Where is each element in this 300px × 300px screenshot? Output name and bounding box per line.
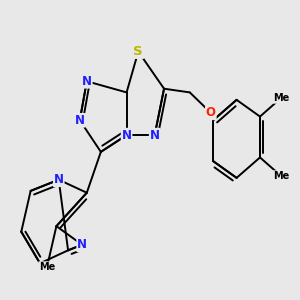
Text: Me: Me bbox=[273, 171, 289, 181]
Text: N: N bbox=[75, 114, 85, 127]
Text: Me: Me bbox=[39, 262, 55, 272]
Text: N: N bbox=[150, 129, 160, 142]
Text: S: S bbox=[134, 45, 143, 58]
Text: N: N bbox=[54, 173, 64, 186]
Text: Me: Me bbox=[273, 93, 289, 103]
Text: N: N bbox=[82, 75, 92, 88]
Text: N: N bbox=[122, 129, 132, 142]
Text: O: O bbox=[206, 106, 216, 119]
Text: N: N bbox=[77, 238, 87, 251]
